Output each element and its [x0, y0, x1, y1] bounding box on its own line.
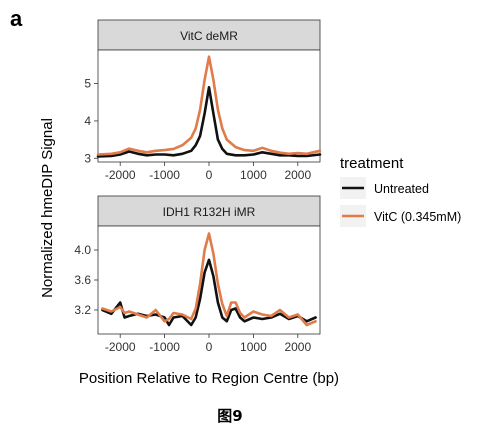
x-tick-label-bottom: 0 [206, 340, 213, 354]
legend-label-untreated: Untreated [374, 182, 429, 196]
x-tick-label-top: -1000 [149, 168, 180, 182]
legend: treatment Untreated VitC (0.345mM) [340, 155, 461, 227]
x-tick-label-bottom: 1000 [240, 340, 267, 354]
legend-title: treatment [340, 155, 404, 172]
facet-strip-top [97, 19, 321, 51]
series-line-untreated-top [96, 86, 322, 158]
figure-caption: 图9 [217, 407, 242, 425]
x-tick-label-top: -2000 [105, 168, 136, 182]
x-tick-label-bottom: -1000 [149, 340, 180, 354]
x-tick-label-top: 2000 [284, 168, 311, 182]
y-tick-label-bottom: 3.6 [74, 273, 91, 287]
y-tick-label-bottom: 3.2 [74, 303, 91, 317]
series-line-vitc-top [96, 55, 322, 156]
facet-strip-bottom [97, 195, 321, 227]
y-axis-title: Normalized hmeDIP Signal [39, 118, 56, 298]
y-tick-label-bottom: 4.0 [74, 243, 91, 257]
x-tick-label-bottom: 2000 [284, 340, 311, 354]
panel-letter: a [10, 6, 23, 31]
plot-panel-top: -2000 -1000 0 1000 2000 3 4 5 [84, 49, 322, 182]
facet-title-bottom: IDH1 R132H iMR [163, 205, 256, 219]
x-axis-title: Position Relative to Region Centre (bp) [79, 370, 339, 387]
facet-title-top: VitC deMR [180, 29, 238, 43]
y-tick-label-top: 3 [84, 151, 91, 165]
series-line-vitc-bottom [101, 232, 317, 327]
plot-area-top [97, 49, 321, 163]
legend-label-vitc: VitC (0.345mM) [374, 210, 461, 224]
x-tick-label-top: 1000 [240, 168, 267, 182]
x-tick-label-bottom: -2000 [105, 340, 136, 354]
y-tick-label-top: 4 [84, 114, 91, 128]
plot-panel-bottom: -2000 -1000 0 1000 2000 3.2 3.6 4.0 [74, 225, 321, 354]
x-tick-label-top: 0 [206, 168, 213, 182]
y-tick-label-top: 5 [84, 77, 91, 91]
